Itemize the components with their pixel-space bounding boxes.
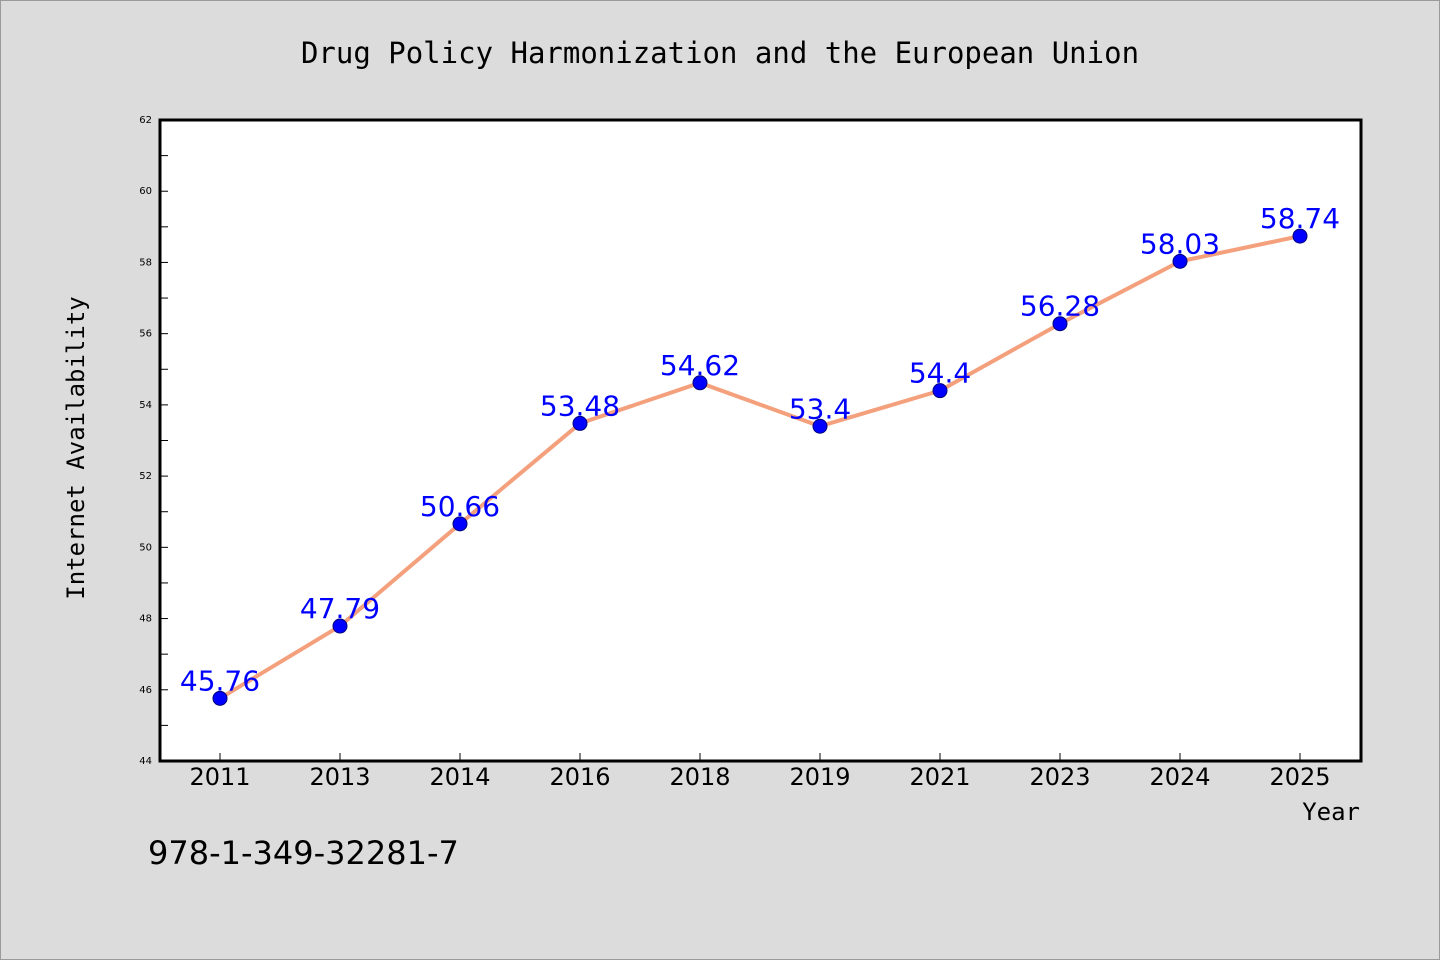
isbn-annotation: 978-1-349-32281-7 (148, 834, 459, 872)
data-label: 58.03 (1140, 227, 1220, 260)
data-label: 53.4 (789, 392, 851, 425)
data-label: 58.74 (1260, 202, 1340, 235)
x-axis: 2011 2013 2014 2016 2018 2019 2021 2023 2024 2025 (189, 753, 1331, 791)
x-tick-label: 2025 (1269, 763, 1330, 791)
y-tick-label: 54 (139, 400, 152, 411)
y-tick-label: 60 (139, 186, 152, 197)
y-tick-label: 62 (139, 115, 152, 126)
x-tick-label: 2013 (309, 763, 370, 791)
x-axis-title: Year (1302, 798, 1360, 826)
data-label: 50.66 (420, 490, 500, 523)
data-label: 54.62 (660, 349, 740, 382)
y-axis: 44 46 48 50 52 54 56 58 60 62 (139, 115, 168, 767)
data-label-layer: 45.76 47.79 50.66 53.48 54.62 53.4 54.4 56.28 58… (180, 202, 1340, 697)
series-line (218, 234, 1302, 701)
data-label: 45.76 (180, 664, 260, 697)
y-tick-label: 52 (139, 471, 152, 482)
y-axis-title: Internet Availability (62, 296, 90, 599)
data-point (1292, 228, 1308, 244)
data-label: 56.28 (1020, 290, 1100, 323)
x-tick-label: 2024 (1149, 763, 1210, 791)
data-label: 53.48 (540, 389, 620, 422)
plot-area (158, 118, 1363, 763)
series-layer (212, 228, 1308, 706)
data-point (1172, 253, 1188, 269)
y-tick-label: 44 (139, 756, 152, 767)
data-point (212, 690, 228, 706)
y-tick-label: 48 (139, 614, 152, 625)
y-tick-label: 56 (139, 329, 152, 340)
y-tick-label: 50 (139, 542, 152, 553)
data-point (812, 418, 828, 434)
data-point (932, 383, 948, 399)
x-tick-label: 2023 (1029, 763, 1090, 791)
data-label: 54.4 (909, 357, 971, 390)
x-tick-label: 2014 (429, 763, 490, 791)
data-point (332, 618, 348, 634)
data-point (452, 516, 468, 532)
x-tick-label: 2011 (189, 763, 250, 791)
y-tick-label: 58 (139, 257, 152, 268)
x-tick-label: 2016 (549, 763, 610, 791)
data-point (692, 375, 708, 391)
y-tick-label: 46 (139, 685, 152, 696)
data-point (572, 415, 588, 431)
data-label: 47.79 (300, 592, 380, 625)
x-tick-label: 2018 (669, 763, 730, 791)
x-tick-label: 2019 (789, 763, 850, 791)
x-tick-label: 2021 (909, 763, 970, 791)
data-point (1052, 316, 1068, 332)
chart-title: Drug Policy Harmonization and the Europe… (301, 36, 1139, 70)
